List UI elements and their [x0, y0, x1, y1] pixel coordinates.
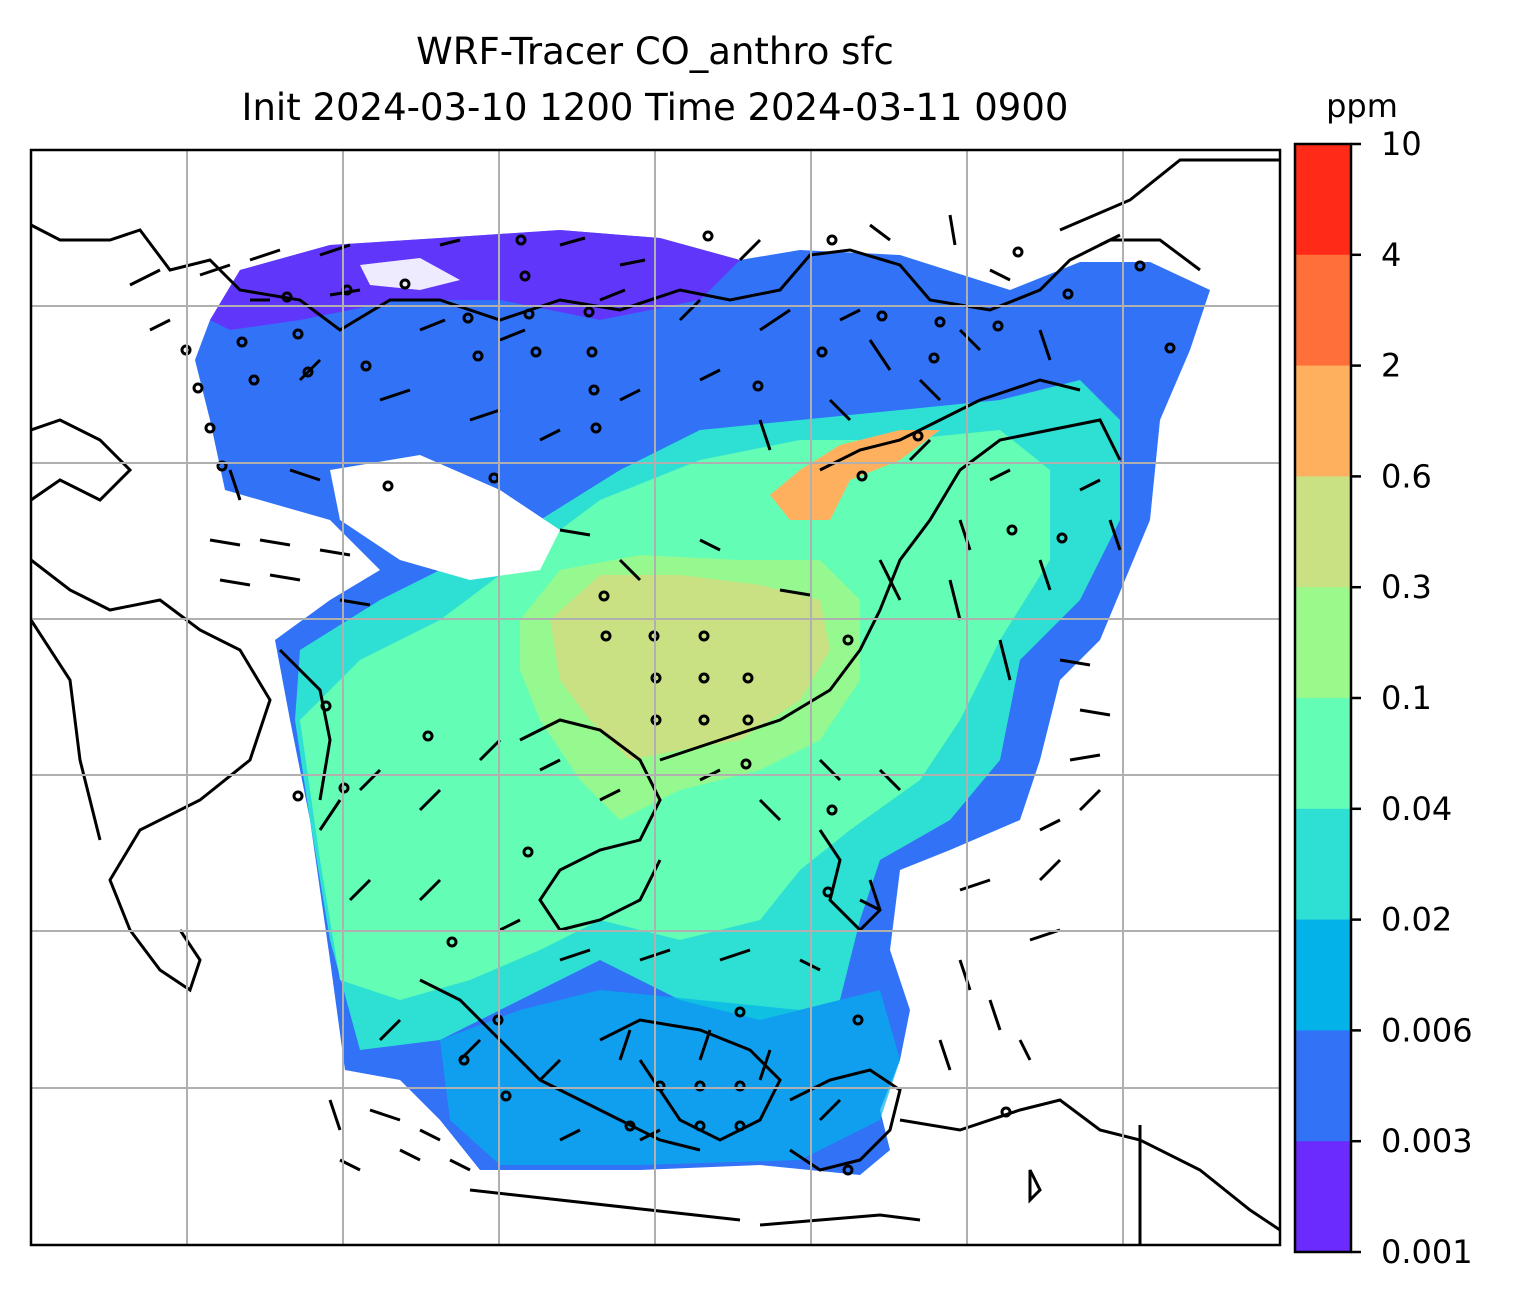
tracer-field-orange-hotspot: [770, 430, 940, 520]
colorbar-segment: [1295, 1030, 1351, 1142]
colorbar-tick-label: 0.003: [1381, 1122, 1473, 1160]
colorbar-tick-label: 0.001: [1381, 1233, 1473, 1271]
chart-title-line1: WRF-Tracer CO_anthro sfc: [416, 30, 894, 73]
colorbar-tick-label: 2: [1381, 347, 1401, 385]
calm-wind-markers: [180, 230, 1176, 1176]
colorbar-segment: [1295, 808, 1351, 921]
colorbar-segment: [1295, 254, 1351, 367]
colorbar-tick-label: 0.006: [1381, 1011, 1473, 1049]
colorbar-segment: [1295, 476, 1351, 588]
wind-barbs: [129, 214, 1122, 1172]
tracer-field-olive: [550, 575, 830, 760]
colorbar-segment: [1295, 919, 1351, 1031]
colorbar-segment: [1295, 587, 1351, 699]
map-content: [31, 150, 1280, 1245]
coastlines: [31, 158, 1280, 1245]
colorbar-segment: [1295, 698, 1351, 810]
colorbar-tick-label: 0.1: [1381, 679, 1432, 717]
colorbar-tick-label: 4: [1381, 236, 1401, 274]
colorbar: 10 4 2 0.6 0.3 0.1 0.04 0.02 0.006 0.003 0.001: [1293, 125, 1473, 1271]
colorbar-tick-label: 0.6: [1381, 457, 1432, 495]
colorbar-tick-label: 0.04: [1381, 790, 1452, 828]
no-data-patch: [330, 455, 560, 580]
colorbar-tick-label: 10: [1381, 125, 1422, 163]
colorbar-unit-label: ppm: [1326, 87, 1398, 125]
gridlines: [31, 150, 1280, 1245]
map-frame: [29, 148, 1282, 1247]
colorbar-segment: [1295, 144, 1351, 256]
no-data-patch-north: [360, 258, 460, 290]
colorbar-segment: [1295, 365, 1351, 477]
colorbar-segment: [1295, 1141, 1351, 1253]
colorbar-tick-label: 0.3: [1381, 568, 1432, 606]
chart-title-line2: Init 2024-03-10 1200 Time 2024-03-11 090…: [241, 86, 1069, 129]
tracer-field-blue-south: [440, 990, 900, 1165]
colorbar-tick-label: 0.02: [1381, 901, 1452, 939]
